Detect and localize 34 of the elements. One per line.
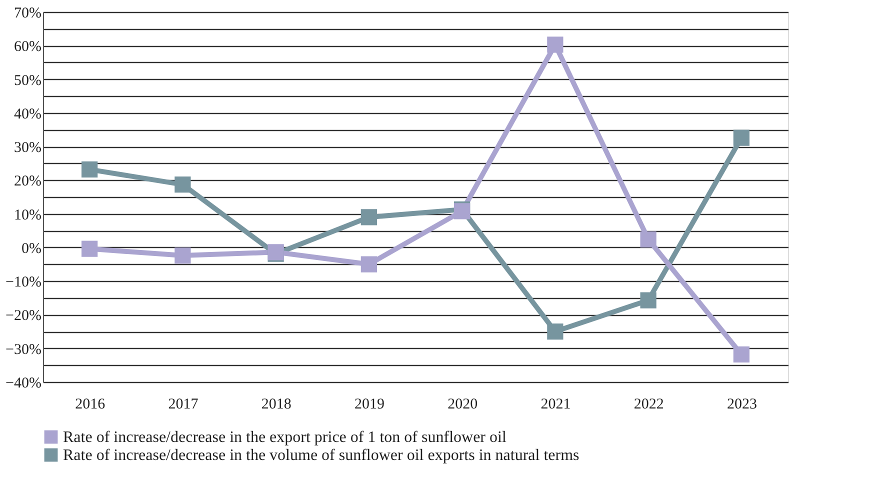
x-tick-label: 2023: [726, 396, 757, 412]
point: [360, 209, 377, 226]
point: [82, 161, 98, 178]
y-tick-label: 70%: [14, 6, 42, 22]
point: [640, 231, 656, 248]
x-tick-label: 2017: [168, 396, 199, 412]
legend-label: Rate of increase/decrease in the volume of sunflower oil exports in natural terms: [63, 447, 580, 464]
y-tick-label: 10%: [14, 207, 42, 224]
y-tick-label: −20%: [6, 308, 42, 324]
y-tick-label: −40%: [6, 376, 42, 392]
y-tick-label: 0%: [22, 240, 42, 257]
y-tick-label: 60%: [14, 39, 42, 56]
point: [174, 176, 191, 193]
x-tick-label: 2018: [261, 396, 292, 412]
y-tick-label: −30%: [6, 342, 42, 358]
point: [640, 292, 656, 308]
x-tick-label: 2021: [540, 396, 571, 412]
point: [82, 240, 98, 257]
y-tick-label: −10%: [6, 274, 42, 291]
y-tick-label: 40%: [14, 106, 42, 122]
x-tick-label: 2020: [448, 396, 478, 412]
point: [547, 323, 564, 340]
legend-label: Rate of increase/decrease in the export price of 1 ton of sunflower oil: [63, 429, 507, 446]
point: [360, 256, 377, 272]
x-tick-label: 2022: [634, 396, 664, 412]
y-tick-label: 20%: [14, 174, 42, 190]
x-tick-label: 2016: [75, 396, 106, 412]
x-tick-label: 2019: [354, 396, 384, 412]
point: [174, 247, 191, 264]
y-tick-label: 50%: [14, 72, 42, 89]
point: [733, 130, 750, 146]
point: [733, 346, 750, 362]
point: [547, 36, 564, 53]
y-tick-label: 30%: [14, 140, 42, 156]
